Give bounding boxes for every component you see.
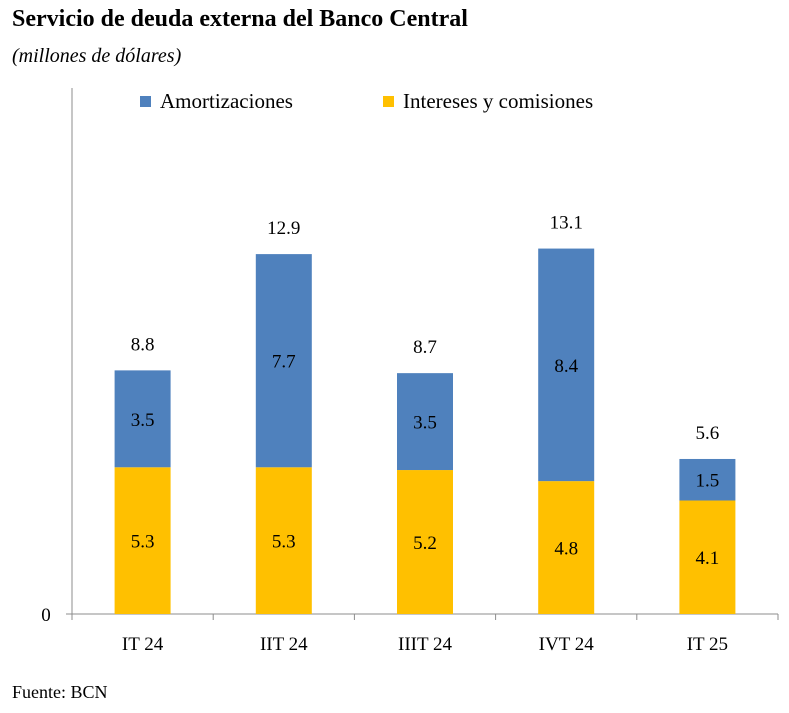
y-tick-label: 0 bbox=[41, 605, 51, 626]
bar-amortizaciones bbox=[114, 370, 171, 468]
bar-amortizaciones bbox=[397, 373, 453, 471]
total-label: 13.1 bbox=[550, 213, 583, 234]
x-tick-label: IT 25 bbox=[687, 634, 728, 655]
total-label: 5.6 bbox=[696, 423, 720, 444]
bar-amortizaciones bbox=[679, 458, 736, 501]
legend-amortizaciones-label: Amortizaciones bbox=[160, 89, 293, 113]
bar-intereses bbox=[397, 470, 453, 614]
data-label: 1.5 bbox=[696, 471, 720, 492]
total-label: 8.7 bbox=[413, 337, 437, 358]
data-label: 5.2 bbox=[413, 533, 437, 554]
bar-intereses bbox=[255, 467, 312, 614]
x-tick-label: IIT 24 bbox=[260, 634, 308, 655]
x-tick-label: IT 24 bbox=[122, 634, 164, 655]
chart-subtitle: (millones de dólares) bbox=[12, 45, 182, 67]
data-label: 4.1 bbox=[696, 548, 720, 569]
total-label: 12.9 bbox=[267, 218, 300, 239]
data-label: 4.8 bbox=[554, 539, 578, 560]
bar-intereses bbox=[679, 500, 736, 614]
legend-intereses-label: Intereses y comisiones bbox=[403, 89, 593, 113]
bar-intereses bbox=[538, 481, 595, 614]
data-label: 7.7 bbox=[272, 352, 296, 373]
data-label: 5.3 bbox=[272, 532, 296, 553]
bar-intereses bbox=[114, 467, 171, 614]
data-label: 3.5 bbox=[413, 413, 437, 434]
source-note: Fuente: BCN bbox=[12, 682, 108, 702]
bar-amortizaciones bbox=[255, 254, 312, 468]
total-label: 8.8 bbox=[131, 334, 155, 355]
x-tick-label: IIIT 24 bbox=[398, 634, 452, 655]
data-label: 3.5 bbox=[131, 410, 155, 431]
legend-amortizaciones-swatch bbox=[140, 96, 151, 107]
data-label: 5.3 bbox=[131, 532, 155, 553]
bar-amortizaciones bbox=[538, 248, 595, 482]
x-tick-label: IVT 24 bbox=[539, 634, 595, 655]
chart-title: Servicio de deuda externa del Banco Cent… bbox=[12, 6, 468, 32]
data-label: 8.4 bbox=[554, 356, 578, 377]
legend-intereses-swatch bbox=[383, 96, 394, 107]
